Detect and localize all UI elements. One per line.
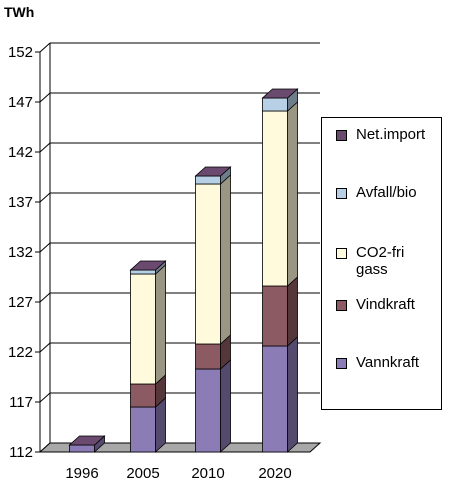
legend-swatch-co2-fri-gass xyxy=(336,248,347,259)
bar-segment-2005-avfall-bio xyxy=(130,269,156,275)
x-tick-label-2010: 2010 xyxy=(191,465,224,481)
gridline-diagonal xyxy=(39,242,51,253)
bar-segment-2005-vannkraft xyxy=(130,406,156,453)
chart-legend: Net.import Avfall/bio CO2-fri gass Vindk… xyxy=(321,117,442,410)
bar-side-2020-co2-fri-gass xyxy=(287,101,298,287)
legend-item-avfall-bio: Avfall/bio xyxy=(336,184,441,201)
bar-segment-2020-co2-fri-gass xyxy=(262,110,288,287)
bar-top-2005 xyxy=(129,260,167,271)
bar-side-2020-vindkraft xyxy=(287,276,298,347)
bar-segment-2005-co2-fri-gass xyxy=(130,273,156,385)
legend-swatch-net-import xyxy=(336,130,347,141)
bar-segment-2005-vindkraft xyxy=(130,383,156,408)
bar-top-1996 xyxy=(68,435,106,446)
bar-segment-2010-vannkraft xyxy=(195,368,221,453)
legend-swatch-avfall-bio xyxy=(336,188,347,199)
gridline-diagonal xyxy=(39,292,51,303)
legend-swatch-vannkraft xyxy=(336,358,347,369)
legend-item-vindkraft: Vindkraft xyxy=(336,296,441,313)
bar-segment-2010-vindkraft xyxy=(195,343,221,370)
gridline-diagonal xyxy=(39,192,51,203)
y-tick-label: 112 xyxy=(9,444,33,461)
y-tick-label: 147 xyxy=(8,94,33,111)
unit-label: TWh xyxy=(4,4,35,20)
legend-label-vindkraft: Vindkraft xyxy=(356,296,415,313)
bar-side-2010-co2-fri-gass xyxy=(220,174,231,345)
legend-swatch-vindkraft xyxy=(336,300,347,311)
legend-item-vannkraft: Vannkraft xyxy=(336,354,441,371)
gridline-diagonal xyxy=(39,142,51,153)
legend-label-co2-fri-gass: CO2-fri gass xyxy=(356,244,405,278)
gridline-diagonal xyxy=(39,392,51,403)
y-tick-label: 132 xyxy=(8,244,33,261)
bar-segment-2010-co2-fri-gass xyxy=(195,183,221,345)
y-tick-label: 127 xyxy=(8,294,33,311)
bar-segment-2010-avfall-bio xyxy=(195,175,221,185)
legend-label-avfall-bio: Avfall/bio xyxy=(356,184,417,201)
x-tick-label-2005: 2005 xyxy=(126,465,159,481)
y-tick-label: 137 xyxy=(8,194,33,211)
y-tick-label: 142 xyxy=(8,144,33,161)
gridline-diagonal xyxy=(39,342,51,353)
gridline-diagonal xyxy=(39,42,51,53)
bar-top-2020 xyxy=(261,88,299,99)
legend-label-vannkraft: Vannkraft xyxy=(356,354,420,371)
y-tick-label: 122 xyxy=(8,344,33,361)
bar-segment-1996-vannkraft xyxy=(69,444,95,453)
x-tick-label-2020: 2020 xyxy=(258,465,291,481)
gridline-diagonal xyxy=(39,92,51,103)
bar-side-2010-vannkraft xyxy=(220,359,231,453)
bar-segment-2020-avfall-bio xyxy=(262,97,288,112)
legend-label-net-import: Net.import xyxy=(356,126,426,143)
bar-side-2005-co2-fri-gass xyxy=(155,264,166,385)
x-tick-label-1996: 1996 xyxy=(65,465,98,481)
y-tick-label: 152 xyxy=(8,44,33,61)
bar-segment-2020-vindkraft xyxy=(262,285,288,347)
legend-item-net-import: Net.import xyxy=(336,126,441,143)
bar-top-2010 xyxy=(194,166,232,177)
legend-item-co2-fri-gass: CO2-fri gass xyxy=(336,244,441,278)
bar-segment-2020-vannkraft xyxy=(262,345,288,453)
bar-side-2020-vannkraft xyxy=(287,336,298,453)
y-tick-label: 117 xyxy=(9,394,33,411)
